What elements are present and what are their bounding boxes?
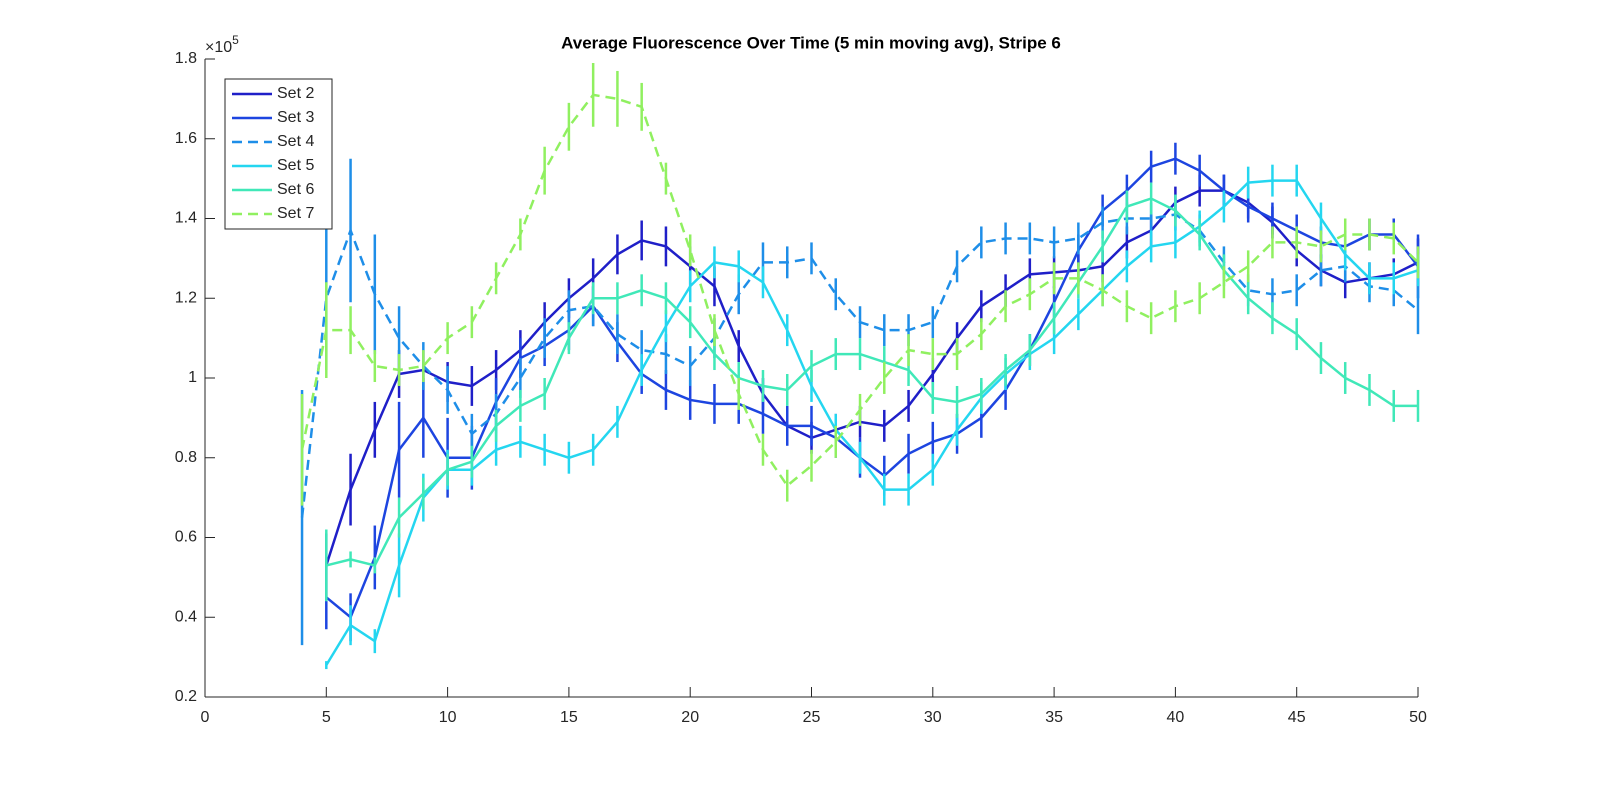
x-tick-label: 35 — [1045, 709, 1063, 726]
x-tick-label: 30 — [924, 709, 942, 726]
legend-label: Set 3 — [277, 109, 314, 126]
x-tick-label: 10 — [439, 709, 457, 726]
x-tick-label: 45 — [1288, 709, 1306, 726]
legend-label: Set 6 — [277, 181, 314, 198]
series-line — [325, 157, 1419, 620]
y-tick-label: 1.4 — [175, 210, 197, 227]
y-tick-label: 1 — [188, 369, 197, 386]
x-tick-label: 25 — [803, 709, 821, 726]
legend-label: Set 4 — [277, 133, 314, 150]
y-multiplier-base: ×10 — [205, 39, 232, 56]
y-tick-label: 1.8 — [175, 50, 197, 67]
y-tick-label: 1.2 — [175, 289, 197, 306]
x-tick-label: 5 — [322, 709, 331, 726]
x-tick-label: 20 — [681, 709, 699, 726]
legend-label: Set 5 — [277, 157, 314, 174]
y-multiplier-exponent: 5 — [232, 33, 239, 47]
x-tick-label: 15 — [560, 709, 578, 726]
series-line — [326, 197, 1418, 567]
y-tick-label: 1.6 — [175, 130, 197, 147]
x-tick-label: 40 — [1167, 709, 1185, 726]
legend-label: Set 2 — [277, 85, 314, 102]
y-tick-label: 0.2 — [175, 688, 197, 705]
series-line — [325, 179, 1419, 666]
legend-label: Set 7 — [277, 205, 314, 222]
x-tick-label: 50 — [1409, 709, 1427, 726]
legend-box — [224, 78, 333, 230]
y-tick-label: 0.4 — [175, 608, 197, 625]
y-multiplier: ×105 — [205, 33, 239, 56]
y-tick-label: 0.8 — [175, 449, 197, 466]
y-tick-label: 0.6 — [175, 529, 197, 546]
x-tick-label: 0 — [201, 709, 210, 726]
chart-title: Average Fluorescence Over Time (5 min mo… — [561, 33, 1061, 52]
series-line — [325, 189, 1419, 566]
